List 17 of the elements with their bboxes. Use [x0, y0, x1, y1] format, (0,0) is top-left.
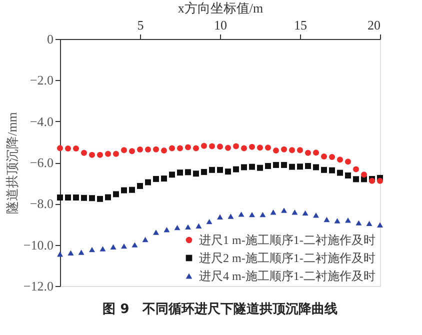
y-tick-label: 0 — [47, 32, 54, 46]
x-tick-label: 15 — [294, 18, 307, 32]
caption: 图 9 不同循环进尺下隧道拱顶沉降曲线 — [102, 302, 338, 317]
y-tick-label: −6.0 — [30, 155, 54, 170]
y-axis-title: 隧道拱顶沉降/mm — [4, 112, 20, 214]
y-tick-label: −8.0 — [30, 196, 54, 212]
legend-label: 进尺1 m-施工顺序1-二衬施作及时 — [199, 233, 376, 247]
x-axis-title: x方向坐标值/m — [178, 0, 264, 16]
x-tick-label: 20 — [368, 18, 380, 32]
legend-label: 进尺2 m-施工顺序1-二衬施作及时 — [199, 251, 376, 265]
x-tick-label: 10 — [214, 18, 227, 32]
y-tick-label: −12.0 — [23, 278, 54, 294]
y-tick-label: −10.0 — [23, 237, 54, 252]
y-tick-label: −4.0 — [30, 114, 54, 129]
x-tick-label: 5 — [137, 18, 144, 32]
legend-label: 进尺4 m-施工顺序1-二衬施作及时 — [199, 269, 376, 283]
y-tick-label: −2.0 — [30, 72, 54, 88]
